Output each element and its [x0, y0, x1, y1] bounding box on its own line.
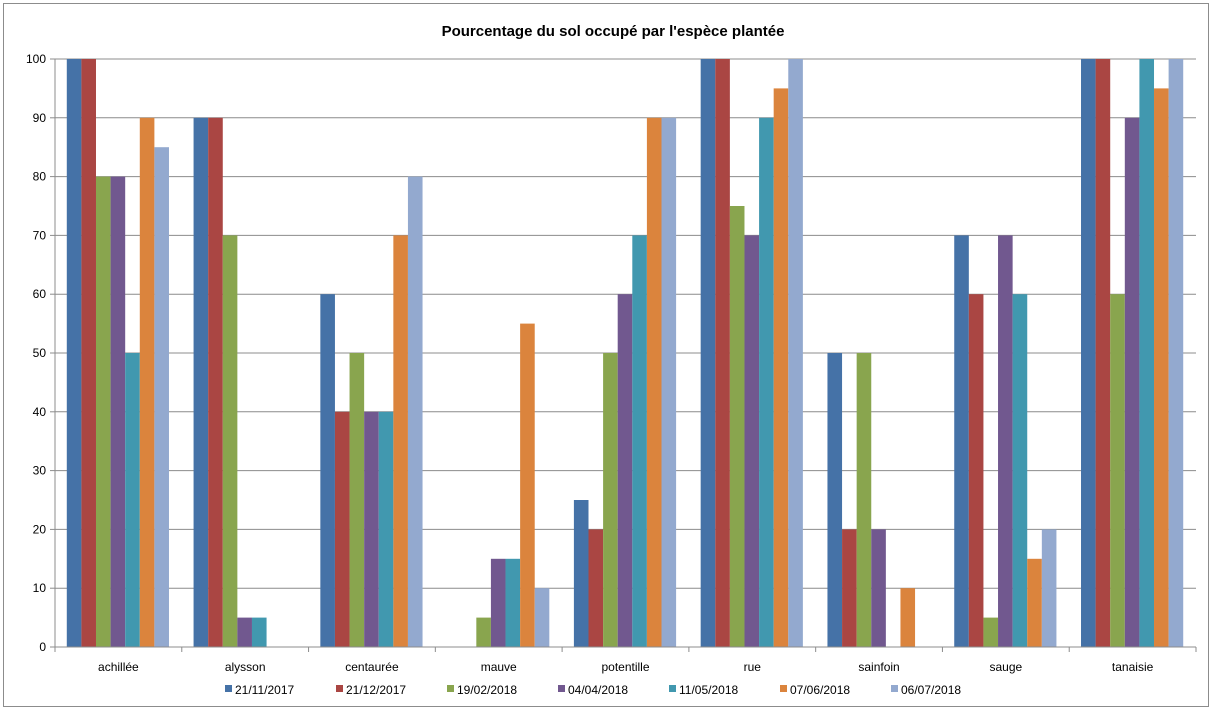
x-category-label: sainfoin: [858, 660, 899, 674]
bar: [759, 117, 774, 648]
bar: [476, 617, 491, 647]
bar: [81, 59, 96, 647]
bar: [378, 411, 394, 647]
y-axis-ticks: 0 10 20 30 40 50 60 70 80 90 100: [26, 52, 55, 654]
bar: [490, 558, 506, 647]
y-tick-label: 70: [33, 228, 47, 242]
bar: [1012, 294, 1028, 647]
y-tick-label: 50: [33, 346, 47, 360]
bar: [237, 617, 252, 647]
legend-swatch: [891, 685, 898, 692]
x-axis-categories: achillée alysson centaurée mauve potentille r…: [98, 660, 1154, 674]
bar: [954, 235, 969, 647]
legend-swatch: [780, 685, 787, 692]
legend-label: 21/11/2017: [235, 683, 294, 697]
bar: [773, 88, 789, 647]
chart-title: Pourcentage du sol occupé par l'espèce p…: [442, 23, 785, 40]
bar: [393, 235, 408, 647]
bar: [871, 529, 886, 647]
legend-swatch: [447, 685, 454, 692]
bars: [66, 59, 1184, 648]
x-category-label: potentille: [601, 660, 649, 674]
bar: [349, 353, 365, 647]
x-category-label: sauge: [989, 660, 1022, 674]
axes: [54, 59, 1197, 652]
y-tick-label: 40: [33, 405, 47, 419]
bar: [1095, 59, 1111, 647]
bar: [900, 588, 916, 647]
bar: [842, 529, 857, 647]
bar: [1168, 59, 1184, 647]
y-tick-label: 100: [26, 52, 46, 66]
bar: [715, 59, 730, 647]
x-category-label: tanaisie: [1112, 660, 1154, 674]
legend-label: 21/12/2017: [346, 683, 406, 697]
bar: [139, 117, 155, 648]
x-category-label: rue: [744, 660, 762, 674]
bar: [998, 235, 1013, 647]
bar: [193, 117, 209, 648]
legend-swatch: [669, 685, 676, 692]
bar: [588, 529, 604, 647]
bar: [856, 353, 872, 647]
bar: [827, 353, 843, 647]
bar: [208, 117, 223, 648]
bar: [320, 294, 335, 647]
bar: [1081, 59, 1096, 647]
bar: [66, 59, 82, 647]
bar: [251, 617, 267, 647]
bar: [505, 558, 521, 647]
bar: [573, 500, 589, 647]
y-tick-label: 60: [33, 287, 47, 301]
legend-swatch: [558, 685, 565, 692]
bar: [125, 353, 140, 647]
x-category-label: mauve: [481, 660, 517, 674]
x-category-label: centaurée: [345, 660, 399, 674]
bar: [364, 411, 379, 647]
y-tick-label: 20: [33, 522, 47, 536]
y-tick-label: 30: [33, 464, 47, 478]
bar: [520, 323, 535, 647]
bar: [1027, 558, 1042, 647]
legend: 21/11/2017 21/12/2017 19/02/2018 04/04/2018…: [225, 683, 961, 697]
bar: [222, 235, 238, 647]
bar: [661, 117, 677, 648]
y-tick-label: 80: [33, 170, 47, 184]
bar: [700, 59, 716, 647]
bar: [534, 588, 550, 647]
bar: [1124, 117, 1140, 648]
bar: [603, 353, 618, 647]
bar: [968, 294, 984, 647]
bar: [407, 176, 423, 647]
y-tick-label: 90: [33, 111, 47, 125]
bar: [788, 59, 803, 647]
bar: [154, 147, 169, 647]
x-category-label: achillée: [98, 660, 139, 674]
y-tick-label: 10: [33, 581, 47, 595]
legend-swatch: [336, 685, 343, 692]
bar: [1041, 529, 1057, 647]
bar: [95, 176, 111, 647]
x-category-label: alysson: [225, 660, 266, 674]
bar: [110, 176, 126, 647]
bar: [983, 617, 999, 647]
bar: [1139, 59, 1155, 647]
legend-label: 11/05/2018: [679, 683, 738, 697]
legend-label: 04/04/2018: [568, 683, 628, 697]
bar: [617, 294, 633, 647]
bar: [729, 206, 745, 647]
legend-swatch: [225, 685, 232, 692]
bar: [1154, 88, 1169, 647]
bar: [334, 411, 350, 647]
y-tick-label: 0: [39, 640, 46, 654]
legend-label: 19/02/2018: [457, 683, 517, 697]
bar: [646, 117, 662, 648]
legend-label: 07/06/2018: [790, 683, 850, 697]
legend-label: 06/07/2018: [901, 683, 961, 697]
bar: [1110, 294, 1125, 647]
bar: [632, 235, 647, 647]
bar: [744, 235, 760, 647]
